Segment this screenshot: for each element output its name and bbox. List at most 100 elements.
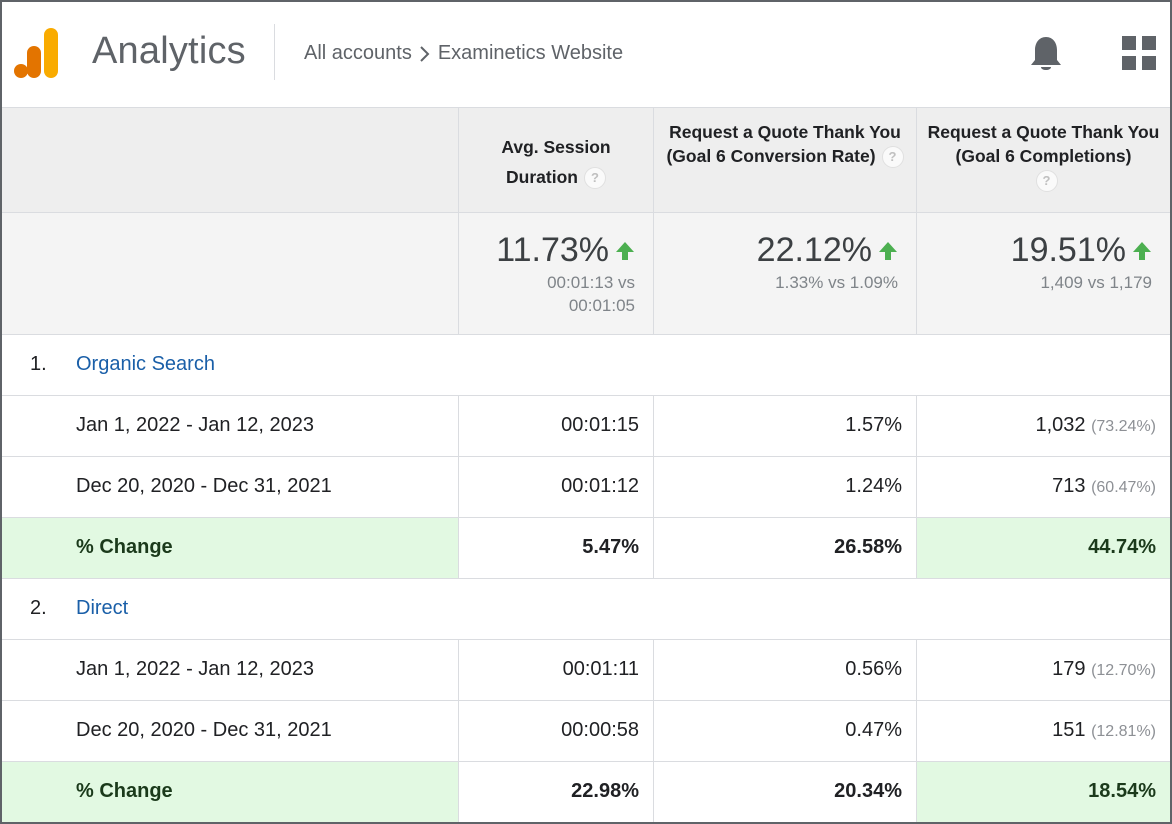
arrow-up-icon [1133,241,1151,260]
table-row: Jan 1, 2022 - Jan 12, 2023 00:01:15 1.57… [2,396,1170,457]
date-range-label: Dec 20, 2020 - Dec 31, 2021 [76,719,332,741]
completions-percent: (12.81%) [1091,723,1156,740]
summary-cell-avg-session-duration: 11.73% 00:01:13 vs 00:01:05 [458,213,653,334]
rate-cell: 1.24% [653,457,916,517]
rate-cell: 0.47% [653,701,916,761]
duration-value: 00:01:11 [562,658,639,680]
summary-change: 19.51% [1010,231,1126,269]
percent-change-row: % Change 22.98% 20.34% 18.54% [2,762,1170,822]
group-row-organic-search: 1. Organic Search [2,335,1170,396]
summary-cell-goal6-completions: 19.51% 1,409 vs 1,179 [916,213,1170,334]
change-rate-value: 26.58% [834,536,902,558]
arrow-up-icon [616,241,634,260]
rate-cell: 0.56% [653,640,916,700]
header-cell-goal6-completions[interactable]: Request a Quote Thank You (Goal 6 Comple… [916,108,1170,212]
duration-cell: 00:01:15 [458,396,653,456]
column-label: Request a Quote Thank You (Goal 6 Conver… [666,122,901,166]
rate-value: 0.47% [845,719,902,741]
table-row: Dec 20, 2020 - Dec 31, 2021 00:01:12 1.2… [2,457,1170,518]
help-icon[interactable]: ? [583,167,606,190]
change-label: % Change [76,780,173,802]
completions-cell: 1,032 (73.24%) [916,396,1170,456]
summary-compare: 00:01:05 [568,296,635,315]
header-cell-avg-session-duration[interactable]: Avg. Session Duration? [458,108,653,212]
summary-compare: 1.33% vs 1.09% [775,273,898,292]
table-row: Dec 20, 2020 - Dec 31, 2021 00:00:58 0.4… [2,701,1170,762]
analytics-logo-icon[interactable] [12,26,62,80]
duration-cell: 00:01:12 [458,457,653,517]
change-label: % Change [76,536,173,558]
duration-value: 00:01:12 [561,475,639,497]
row-label-cell: Jan 1, 2022 - Jan 12, 2023 [2,396,458,456]
change-rate-value: 20.34% [834,780,902,802]
report-table: Avg. Session Duration? Request a Quote T… [2,108,1170,822]
chevron-right-icon [420,45,430,62]
table-row: Jan 1, 2022 - Jan 12, 2023 00:01:11 0.56… [2,640,1170,701]
change-duration-value: 5.47% [582,536,639,558]
date-range-label: Dec 20, 2020 - Dec 31, 2021 [76,475,332,497]
breadcrumb-root[interactable]: All accounts [304,42,412,64]
change-completions-cell: 44.74% [916,518,1170,578]
change-duration-cell: 5.47% [458,518,653,578]
change-completions-value: 44.74% [1088,536,1156,558]
group-cell: 2. Direct [2,579,1170,639]
completions-percent: (60.47%) [1091,479,1156,496]
summary-cell-goal6-conversion-rate: 22.12% 1.33% vs 1.09% [653,213,916,334]
column-label: Request a Quote Thank You (Goal 6 Comple… [927,122,1160,166]
help-icon[interactable]: ? [881,146,904,169]
change-label-cell: % Change [2,762,458,822]
apps-grid-icon[interactable] [1122,36,1156,70]
group-row-direct: 2. Direct [2,579,1170,640]
header-cell-goal6-conversion-rate[interactable]: Request a Quote Thank You (Goal 6 Conver… [653,108,916,212]
group-link-organic-search[interactable]: Organic Search [76,353,215,375]
duration-value: 00:01:15 [561,414,639,436]
change-label-cell: % Change [2,518,458,578]
rate-value: 1.24% [845,475,902,497]
column-label: Avg. Session Duration [501,137,611,187]
completions-percent: (73.24%) [1091,418,1156,435]
header-cell-dimension [2,108,458,212]
row-label-cell: Dec 20, 2020 - Dec 31, 2021 [2,457,458,517]
change-duration-value: 22.98% [571,780,639,802]
duration-value: 00:00:58 [561,719,639,741]
breadcrumb-current[interactable]: Examinetics Website [437,42,624,64]
completions-cell: 151 (12.81%) [916,701,1170,761]
table-header-row: Avg. Session Duration? Request a Quote T… [2,108,1170,213]
change-duration-cell: 22.98% [458,762,653,822]
date-range-label: Jan 1, 2022 - Jan 12, 2023 [76,658,314,680]
date-range-label: Jan 1, 2022 - Jan 12, 2023 [76,414,314,436]
rate-cell: 1.57% [653,396,916,456]
completions-value: 179 [1052,658,1086,680]
change-rate-cell: 20.34% [653,762,916,822]
summary-compare: 00:01:13 vs [547,273,635,292]
help-icon[interactable]: ? [1035,170,1058,193]
summary-row: 11.73% 00:01:13 vs 00:01:05 22.12% 1.33% … [2,213,1170,335]
group-cell: 1. Organic Search [2,335,1170,395]
rate-value: 0.56% [845,658,902,680]
completions-value: 713 [1052,475,1086,497]
duration-cell: 00:00:58 [458,701,653,761]
row-label-cell: Jan 1, 2022 - Jan 12, 2023 [2,640,458,700]
change-completions-value: 18.54% [1088,780,1156,802]
header-divider [274,24,275,80]
completions-value: 151 [1052,719,1086,741]
duration-cell: 00:01:11 [458,640,653,700]
completions-cell: 713 (60.47%) [916,457,1170,517]
bell-icon[interactable] [1028,34,1064,74]
summary-change: 22.12% [756,231,872,269]
percent-change-row: % Change 5.47% 26.58% 44.74% [2,518,1170,579]
app-title: Analytics [92,30,246,72]
rate-value: 1.57% [845,414,902,436]
completions-cell: 179 (12.70%) [916,640,1170,700]
summary-compare: 1,409 vs 1,179 [1040,273,1152,292]
top-header: Analytics All accounts Examinetics Websi… [2,2,1170,108]
row-label-cell: Dec 20, 2020 - Dec 31, 2021 [2,701,458,761]
group-index: 1. [30,353,47,375]
group-index: 2. [30,597,47,619]
group-link-direct[interactable]: Direct [76,597,129,619]
summary-cell-dimension [2,213,458,334]
breadcrumb[interactable]: All accounts Examinetics Website [304,42,623,65]
arrow-up-icon [879,241,897,260]
change-completions-cell: 18.54% [916,762,1170,822]
